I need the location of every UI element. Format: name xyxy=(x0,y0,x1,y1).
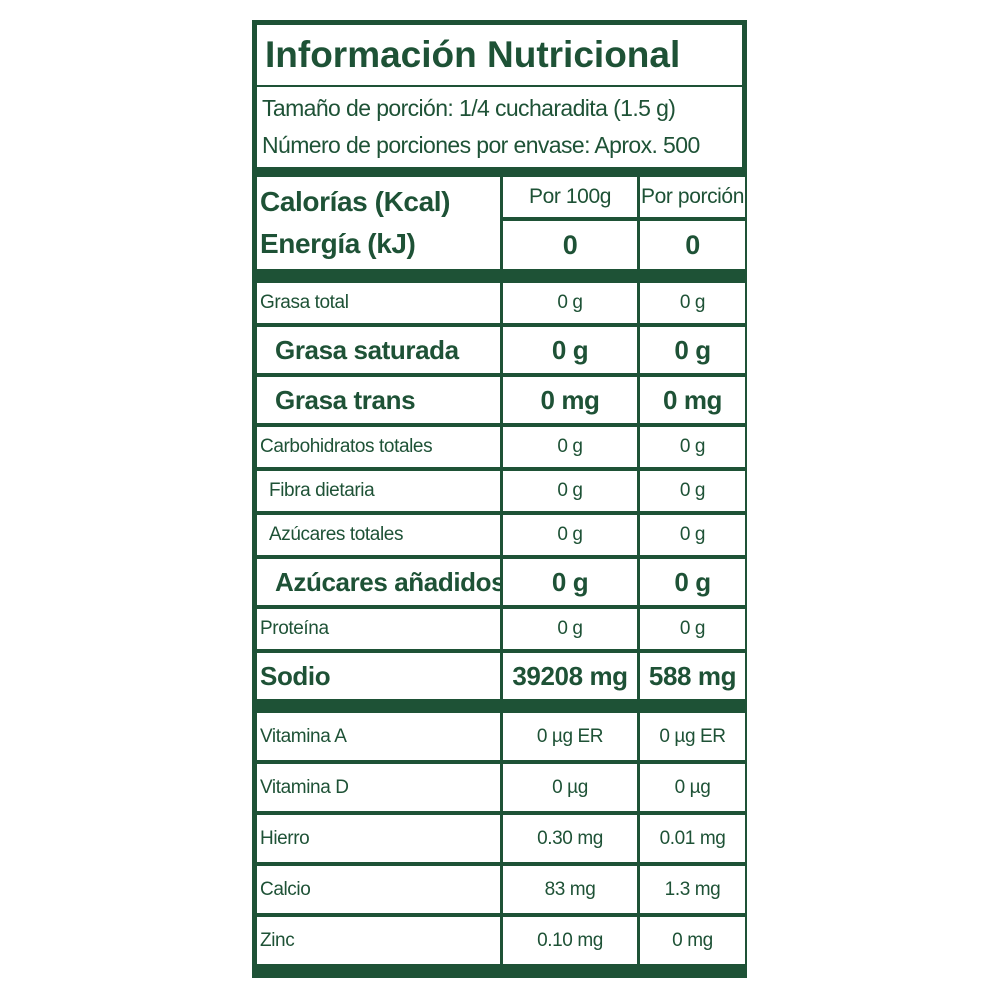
nutrient-name: Fibra dietaria xyxy=(257,471,500,511)
nutrient-value: 0 mg xyxy=(640,917,745,964)
nutrient-name: Hierro xyxy=(257,815,500,862)
column-header: Por porción xyxy=(640,177,745,217)
energy-value: 0 xyxy=(640,221,745,269)
nutrient-row: Grasa trans 0 mg 0 mg xyxy=(257,377,745,423)
nutrient-value: 0.30 mg xyxy=(503,815,637,862)
nutrient-value: 0 g xyxy=(503,471,637,511)
energy-labels: Calorías (Kcal) Energía (kJ) xyxy=(257,177,500,269)
serving-info: Tamaño de porción: 1/4 cucharadita (1.5 … xyxy=(257,87,742,167)
nutrient-row: Calcio 83 mg 1.3 mg xyxy=(257,866,745,913)
energy-label: Calorías (Kcal) xyxy=(260,186,451,217)
nutrient-name: Grasa total xyxy=(257,283,500,323)
nutrient-value: 0 g xyxy=(503,283,637,323)
nutrient-name: Calcio xyxy=(257,866,500,913)
nutrient-name: Sodio xyxy=(257,653,500,699)
nutrition-table: Calorías (Kcal) Energía (kJ) Por 100g Por… xyxy=(254,173,748,968)
nutrient-name: Azúcares añadidos xyxy=(257,559,500,605)
nutrient-value: 39208 mg xyxy=(503,653,637,699)
nutrient-name: Grasa saturada xyxy=(257,327,500,373)
nutrient-value: 0 g xyxy=(503,515,637,555)
nutrient-value: 0 g xyxy=(503,327,637,373)
serving-size: Tamaño de porción: 1/4 cucharadita (1.5 … xyxy=(262,95,676,121)
nutrient-value: 588 mg xyxy=(640,653,745,699)
nutrient-value: 0 mg xyxy=(640,377,745,423)
separator-bar xyxy=(257,703,745,709)
nutrient-value: 0 µg xyxy=(640,764,745,811)
nutrient-value: 0 g xyxy=(503,609,637,649)
nutrient-value: 1.3 mg xyxy=(640,866,745,913)
nutrient-value: 0 µg ER xyxy=(640,713,745,760)
nutrient-name: Azúcares totales xyxy=(257,515,500,555)
nutrient-value: 0 µg ER xyxy=(503,713,637,760)
nutrient-value: 0 g xyxy=(640,327,745,373)
separator xyxy=(257,273,745,279)
nutrient-value: 83 mg xyxy=(503,866,637,913)
nutrient-value: 0 g xyxy=(640,471,745,511)
energy-label: Energía (kJ) xyxy=(260,228,416,259)
servings-per-container: Número de porciones por envase: Aprox. 5… xyxy=(262,132,700,158)
nutrient-row: Hierro 0.30 mg 0.01 mg xyxy=(257,815,745,862)
title: Información Nutricional xyxy=(257,25,742,85)
nutrient-name: Zinc xyxy=(257,917,500,964)
separator-bar xyxy=(257,273,745,279)
nutrient-value: 0 g xyxy=(640,283,745,323)
column-header: Por 100g xyxy=(503,177,637,217)
nutrient-name: Carbohidratos totales xyxy=(257,427,500,467)
nutrient-row: Zinc 0.10 mg 0 mg xyxy=(257,917,745,964)
separator xyxy=(257,703,745,709)
nutrient-value: 0 g xyxy=(640,559,745,605)
nutrient-value: 0 g xyxy=(640,609,745,649)
energy-value: 0 xyxy=(503,221,637,269)
nutrient-value: 0.10 mg xyxy=(503,917,637,964)
nutrient-value: 0.01 mg xyxy=(640,815,745,862)
nutrient-name: Proteína xyxy=(257,609,500,649)
nutrient-name: Grasa trans xyxy=(257,377,500,423)
nutrient-value: 0 mg xyxy=(503,377,637,423)
nutrient-value: 0 µg xyxy=(503,764,637,811)
nutrient-value: 0 g xyxy=(640,515,745,555)
nutrition-label: Información Nutricional Tamaño de porció… xyxy=(252,20,747,978)
nutrient-name: Vitamina D xyxy=(257,764,500,811)
nutrient-value: 0 g xyxy=(640,427,745,467)
nutrient-value: 0 g xyxy=(503,559,637,605)
nutrient-row: Sodio 39208 mg 588 mg xyxy=(257,653,745,699)
nutrient-name: Vitamina A xyxy=(257,713,500,760)
nutrient-value: 0 g xyxy=(503,427,637,467)
